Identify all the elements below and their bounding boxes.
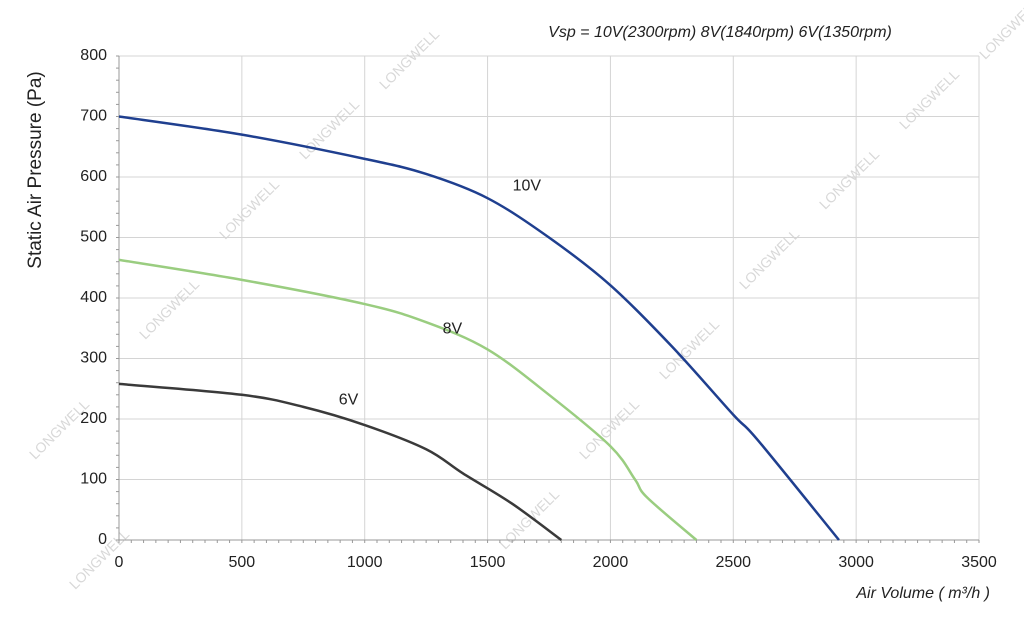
y-tick-label: 200 (80, 410, 107, 427)
x-tick-label: 500 (229, 554, 256, 571)
series-line (118, 115, 840, 541)
watermark: LONGWELL (656, 316, 722, 382)
watermark: LONGWELL (216, 176, 282, 242)
y-tick-label: 700 (80, 108, 107, 125)
annotation: Vsp = 10V(2300rpm) 8V(1840rpm) 6V(1350rp… (548, 24, 892, 41)
x-tick-label: 1000 (347, 554, 383, 571)
x-tick-label: 2000 (593, 554, 629, 571)
x-tick-label: 2500 (715, 554, 751, 571)
watermark: LONGWELL (816, 146, 882, 212)
x-tick-label: 3000 (838, 554, 874, 571)
x-tick-label: 1500 (470, 554, 506, 571)
watermark: LONGWELL (136, 276, 202, 342)
series-label: 6V (339, 391, 359, 408)
watermark: LONGWELL (576, 396, 642, 462)
x-tick-label: 0 (115, 554, 124, 571)
y-axis-label: Static Air Pressure (Pa) (25, 71, 46, 268)
y-tick-label: 800 (80, 47, 107, 64)
watermark: LONGWELL (26, 396, 92, 462)
y-tick-label: 100 (80, 471, 107, 488)
watermark: LONGWELL (736, 226, 802, 292)
watermark: LONGWELL (376, 26, 442, 92)
series-label: 10V (513, 177, 542, 194)
x-tick-label: 3500 (961, 554, 997, 571)
watermark: LONGWELL (976, 0, 1024, 62)
series-line (118, 258, 698, 541)
x-axis-label: Air Volume ( m³/h ) (855, 585, 990, 602)
watermark: LONGWELL (896, 66, 962, 132)
y-tick-label: 0 (98, 531, 107, 548)
watermark: LONGWELL (496, 486, 562, 552)
y-tick-label: 600 (80, 168, 107, 185)
y-tick-label: 500 (80, 229, 107, 246)
series-line (118, 382, 563, 542)
y-tick-label: 400 (80, 289, 107, 306)
series-label: 8V (443, 321, 463, 338)
y-tick-label: 300 (80, 350, 107, 367)
